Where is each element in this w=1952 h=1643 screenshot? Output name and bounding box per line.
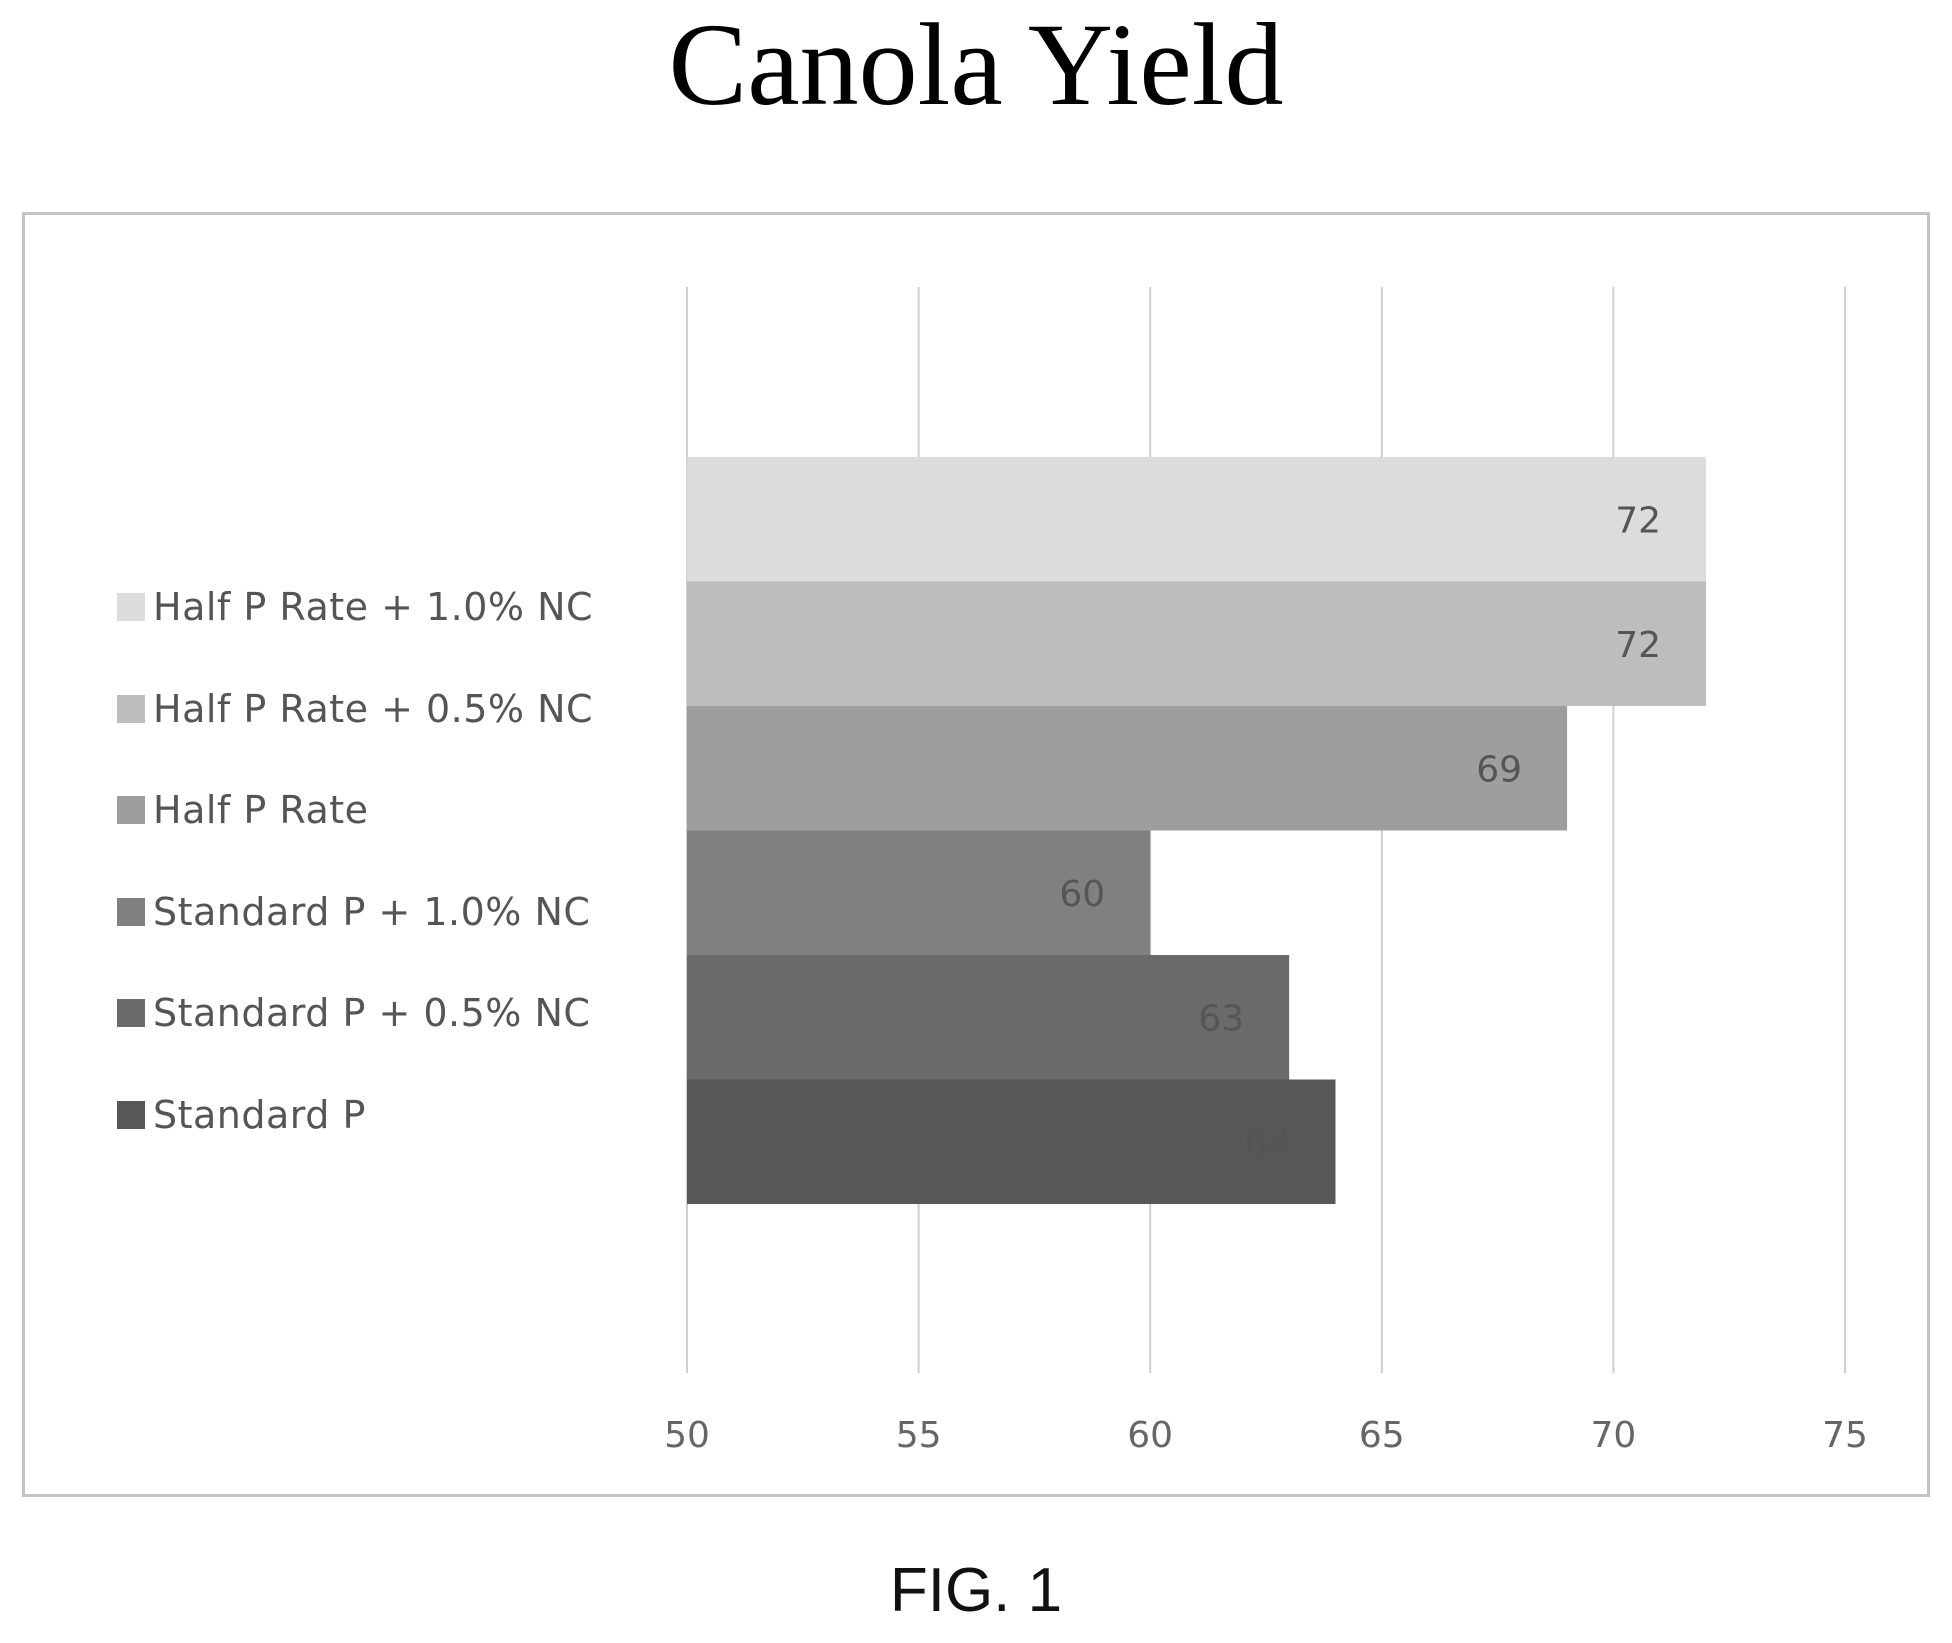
bar-data-label: 63 — [1198, 998, 1244, 1039]
bar-data-label: 69 — [1476, 749, 1522, 790]
legend-label: Half P Rate — [153, 788, 369, 832]
legend-item: Standard P + 0.5% NC — [117, 991, 590, 1035]
x-tick-label: 50 — [664, 1415, 710, 1456]
legend-label: Half P Rate + 1.0% NC — [153, 585, 594, 629]
legend-label: Half P Rate + 0.5% NC — [153, 686, 594, 731]
x-tick-label: 60 — [1127, 1415, 1173, 1456]
bar-data-label: 60 — [1059, 874, 1105, 915]
bar-chart: 50 55 60 65 70 75 72 72 69 60 63 64 — [664, 287, 1868, 1456]
bar — [687, 706, 1568, 831]
legend-item: Half P Rate + 0.5% NC — [117, 687, 593, 731]
chart-title: Canola Yield — [668, 0, 1284, 130]
legend-swatch — [117, 796, 145, 824]
bar-data-label: 72 — [1615, 625, 1661, 666]
legend-item: Half P Rate + 1.0% NC — [117, 585, 593, 629]
bar — [687, 830, 1151, 955]
x-tick-label: 70 — [1590, 1415, 1636, 1456]
legend-swatch — [117, 1100, 145, 1129]
bar — [687, 1079, 1336, 1204]
bar-data-label: 72 — [1615, 500, 1661, 541]
legend-item: Half P Rate — [117, 788, 369, 832]
legend-label: Standard P + 0.5% NC — [153, 991, 591, 1035]
legend-swatch — [117, 694, 145, 723]
bar-data-label: 64 — [1245, 1123, 1291, 1164]
figure-label: FIG. 1 — [889, 1556, 1063, 1625]
chart-frame: 50 55 60 65 70 75 72 72 69 60 63 64 Half P Rate + 1… — [22, 212, 1930, 1497]
legend-item: Standard P + 1.0% NC — [117, 890, 590, 934]
bar — [687, 955, 1290, 1080]
legend-label: Standard P + 1.0% NC — [153, 889, 591, 934]
legend-swatch — [117, 897, 145, 926]
x-tick-label: 75 — [1822, 1415, 1868, 1456]
legend-swatch — [117, 593, 145, 621]
bar — [687, 457, 1707, 582]
bar — [687, 581, 1707, 706]
x-tick-label: 55 — [896, 1415, 942, 1456]
legend-swatch — [117, 999, 145, 1027]
x-tick-label: 65 — [1359, 1415, 1405, 1456]
legend-item: Standard P — [117, 1093, 366, 1137]
legend-label: Standard P — [153, 1092, 366, 1137]
